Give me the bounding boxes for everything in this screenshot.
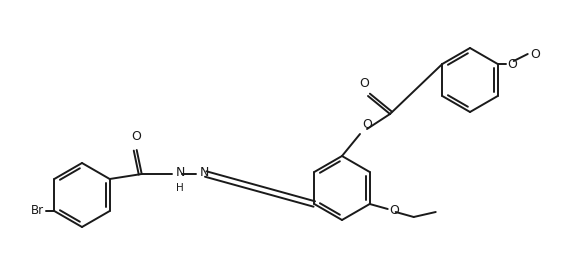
Text: O: O (131, 130, 141, 143)
Text: O: O (359, 77, 369, 90)
Text: O: O (362, 118, 372, 131)
Text: O: O (390, 204, 400, 218)
Text: N: N (200, 167, 209, 179)
Text: O: O (508, 58, 518, 70)
Text: H: H (176, 183, 184, 193)
Text: N: N (176, 167, 185, 179)
Text: O: O (531, 47, 541, 61)
Text: Br: Br (31, 204, 44, 218)
